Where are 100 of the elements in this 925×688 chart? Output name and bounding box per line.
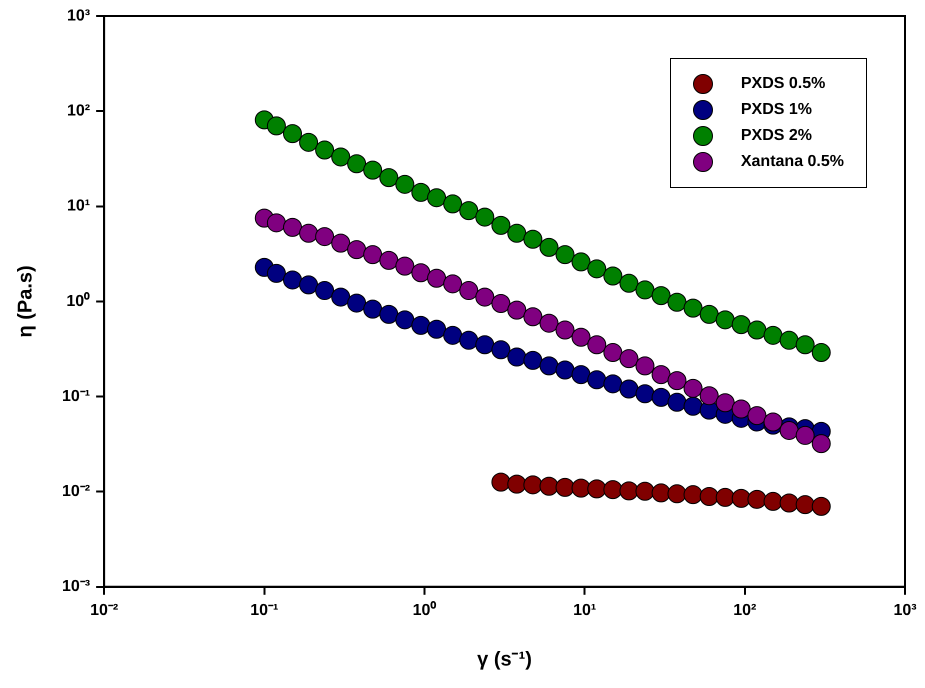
point xyxy=(587,335,606,354)
point xyxy=(266,264,286,283)
point xyxy=(411,182,430,202)
legend-label: PXDS 2% xyxy=(740,127,812,145)
point xyxy=(540,314,558,333)
point xyxy=(619,380,638,398)
point xyxy=(395,256,414,276)
point xyxy=(475,208,494,227)
point xyxy=(635,356,654,376)
point xyxy=(652,365,671,384)
point xyxy=(732,315,751,334)
point xyxy=(507,348,526,367)
x-tick-label: 10¹ xyxy=(573,602,596,619)
point xyxy=(587,370,606,390)
point xyxy=(572,365,591,384)
point xyxy=(347,240,366,260)
y-tick-label: 10³ xyxy=(67,7,90,24)
point xyxy=(266,116,286,136)
point xyxy=(716,310,735,330)
x-tick-label: 10⁻¹ xyxy=(250,602,278,619)
legend-label: PXDS 1% xyxy=(740,101,812,119)
point xyxy=(459,281,478,300)
y-tick-label: 10⁻¹ xyxy=(62,388,90,405)
point xyxy=(796,426,815,445)
point xyxy=(347,154,366,174)
point xyxy=(315,227,334,246)
point xyxy=(587,259,606,278)
point xyxy=(475,335,494,354)
point xyxy=(603,343,622,362)
point xyxy=(684,396,703,416)
point xyxy=(315,140,334,160)
point xyxy=(283,218,302,237)
y-tick-label: 10⁰ xyxy=(66,292,90,310)
point xyxy=(443,326,462,345)
point xyxy=(700,386,719,406)
point xyxy=(331,147,350,166)
point xyxy=(780,330,799,350)
point xyxy=(523,230,542,249)
point xyxy=(379,168,398,188)
x-tick-label: 10⁰ xyxy=(412,600,436,619)
point xyxy=(266,213,286,232)
point xyxy=(716,393,735,412)
point xyxy=(635,384,654,404)
point xyxy=(603,266,622,286)
point xyxy=(764,412,783,432)
point xyxy=(523,350,542,370)
point xyxy=(619,349,638,368)
x-tick-label: 10⁻² xyxy=(90,602,118,619)
y-tick-label: 10⁻² xyxy=(62,483,90,500)
point xyxy=(363,245,382,264)
y-tick-label: 10⁻³ xyxy=(62,578,90,596)
point xyxy=(572,328,591,347)
point xyxy=(572,252,591,272)
point xyxy=(443,194,462,214)
point xyxy=(684,378,703,398)
point xyxy=(684,298,703,318)
point xyxy=(411,316,430,335)
point xyxy=(652,388,671,407)
point xyxy=(556,360,575,380)
x-tick-label: 10² xyxy=(733,602,756,619)
point xyxy=(331,234,350,253)
point xyxy=(491,294,510,314)
point xyxy=(299,224,318,243)
point xyxy=(299,275,318,294)
point xyxy=(299,132,318,152)
point xyxy=(459,330,478,350)
point xyxy=(556,245,575,264)
point xyxy=(556,320,575,340)
point xyxy=(652,286,671,306)
point xyxy=(283,124,302,144)
x-tick-label: 10³ xyxy=(893,602,917,619)
point xyxy=(667,292,686,312)
point xyxy=(507,300,526,320)
point xyxy=(443,274,462,294)
y-tick-label: 10¹ xyxy=(67,198,90,215)
point xyxy=(427,188,446,208)
point xyxy=(619,274,638,293)
point xyxy=(780,420,799,440)
point xyxy=(732,399,751,418)
point xyxy=(411,263,430,282)
point xyxy=(603,374,622,394)
point xyxy=(812,343,831,362)
point xyxy=(347,294,366,313)
point xyxy=(667,371,686,390)
point xyxy=(812,434,831,454)
point xyxy=(331,288,350,307)
point xyxy=(315,281,334,300)
point xyxy=(475,288,494,307)
point xyxy=(523,307,542,326)
point xyxy=(747,406,766,426)
point xyxy=(427,268,446,288)
point xyxy=(700,304,719,324)
legend-label: Xantana 0.5% xyxy=(740,153,844,171)
point xyxy=(459,201,478,220)
point xyxy=(667,392,686,412)
point xyxy=(507,224,526,243)
point xyxy=(363,160,382,180)
point xyxy=(491,216,510,235)
point xyxy=(747,320,766,340)
point xyxy=(764,326,783,345)
